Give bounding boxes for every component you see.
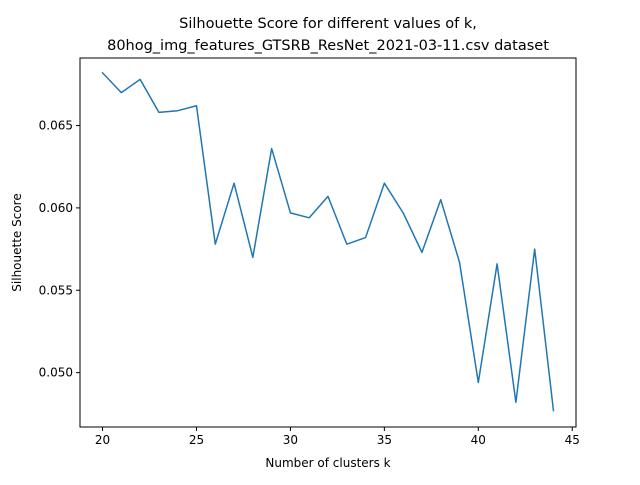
y-tick-label: 0.050 [39,366,73,380]
x-tick-label: 30 [283,433,298,447]
x-tick-label: 35 [377,433,392,447]
y-tick-label: 0.055 [39,283,73,297]
y-axis-label: Silhouette Score [10,193,24,291]
y-tick-label: 0.065 [39,119,73,133]
x-tick-label: 40 [471,433,486,447]
x-tick-label: 45 [565,433,580,447]
plot-area: 20 25 30 35 40 45 0.050 0.055 0.060 0.065 [39,71,580,447]
chart-title: Silhouette Score for different values of… [179,16,477,32]
x-tick-label: 25 [189,433,204,447]
y-tick-label: 0.060 [39,201,73,215]
silhouette-series-line [101,71,555,412]
x-tick-label: 20 [95,433,110,447]
chart-subtitle: 80hog_img_features_GTSRB_ResNet_2021-03-… [107,38,549,54]
axes-frame [79,57,577,428]
x-axis-label: Number of clusters k [265,456,390,470]
